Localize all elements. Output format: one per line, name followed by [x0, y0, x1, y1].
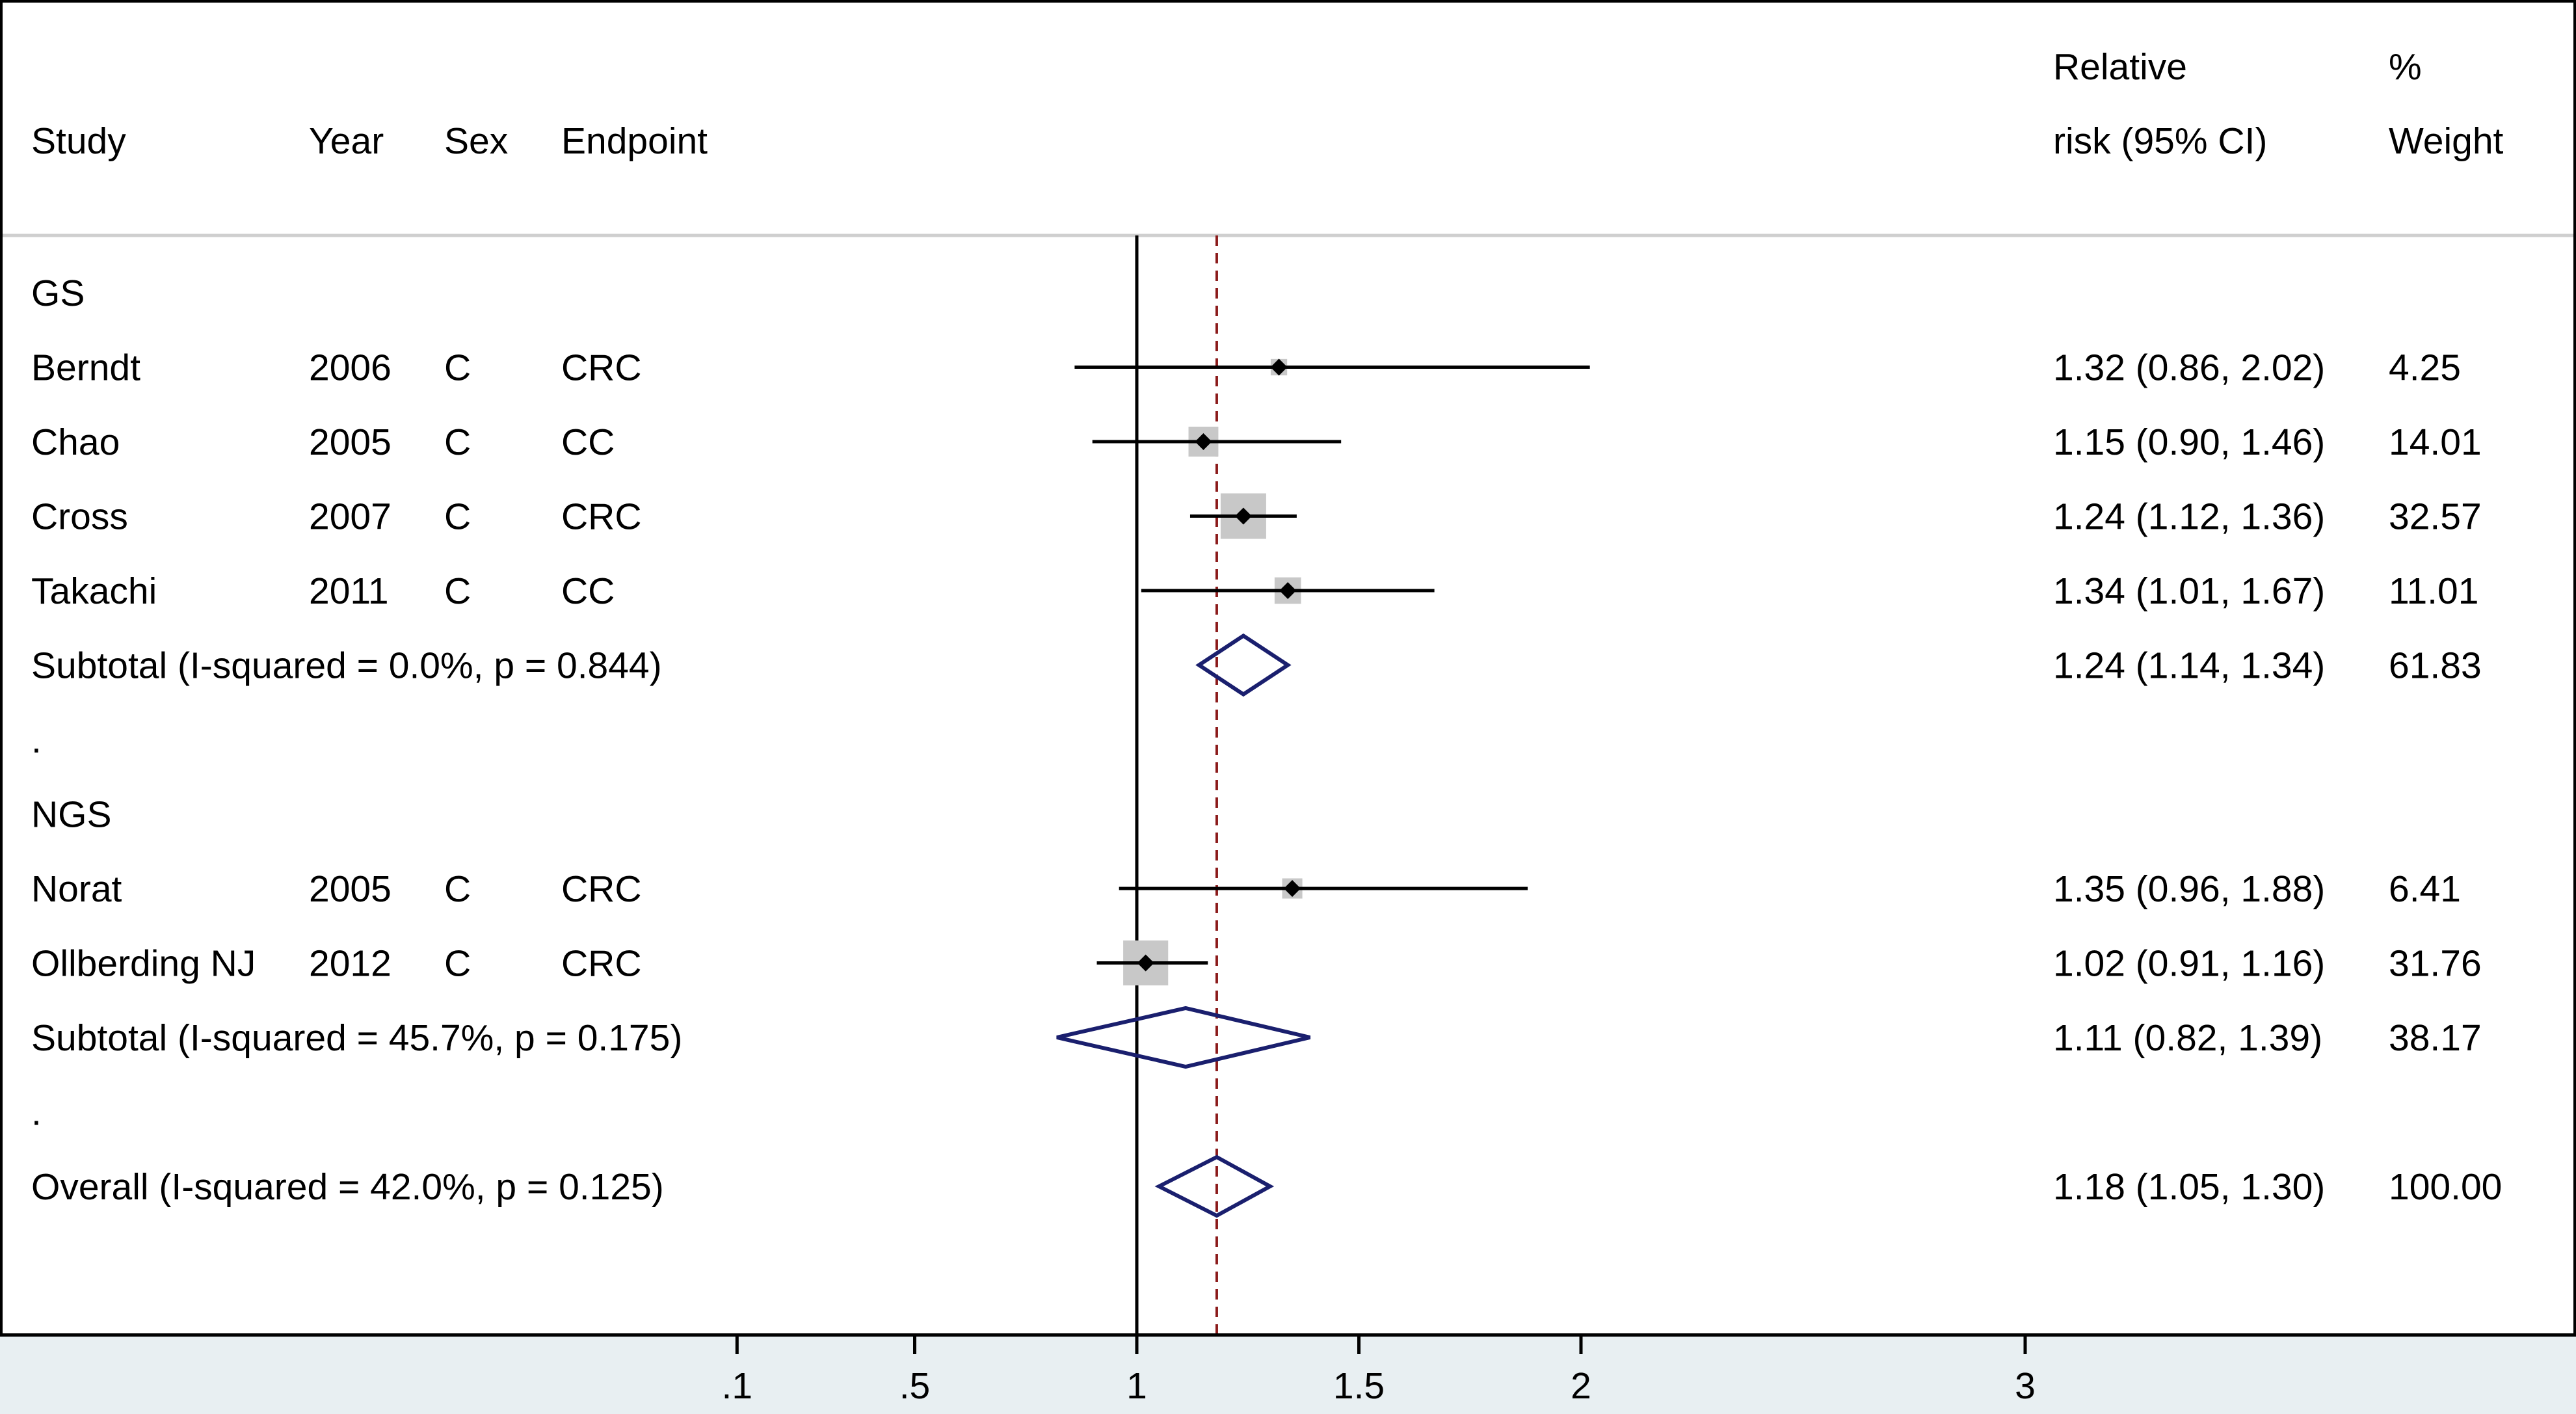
point-estimate-marker [1137, 954, 1154, 972]
row-group: NGS [31, 794, 112, 836]
weight-text: 14.01 [2389, 421, 2482, 463]
group-label: GS [31, 273, 85, 314]
study-sex: C [444, 496, 471, 538]
header-relative-risk-line2: risk (95% CI) [2053, 120, 2267, 162]
weight-text: 4.25 [2389, 347, 2461, 389]
ci-text: 1.32 (0.86, 2.02) [2053, 347, 2325, 389]
x-tick-label: .1 [722, 1365, 753, 1407]
row-study: Chao 2005 C CC 1.15 (0.90, 1.46) 14.01 [31, 421, 2482, 463]
ci-text: 1.35 (0.96, 1.88) [2053, 868, 2325, 910]
study-name: Chao [31, 421, 120, 463]
study-sex: C [444, 570, 471, 612]
weight-text: 31.76 [2389, 943, 2482, 985]
subtotal-label: Subtotal (I-squared = 0.0%, p = 0.844) [31, 645, 662, 687]
study-name: Norat [31, 868, 122, 910]
study-year: 2007 [309, 496, 392, 538]
study-endpoint: CC [561, 570, 615, 612]
spacer-dot: . [31, 719, 42, 761]
study-endpoint: CRC [561, 347, 642, 389]
point-estimate-marker [1284, 880, 1301, 897]
row-overall: Overall (I-squared = 42.0%, p = 0.125) 1.… [31, 1154, 2502, 1218]
x-axis-ticks: .1 .5 1 1.5 2 3 [722, 1335, 2036, 1407]
ci-text: 1.02 (0.91, 1.16) [2053, 943, 2325, 985]
row-group: GS [31, 273, 85, 314]
study-year: 2012 [309, 943, 392, 985]
ci-text: 1.11 (0.82, 1.39) [2053, 1017, 2322, 1059]
subtotal-label: Subtotal (I-squared = 45.7%, p = 0.175) [31, 1017, 682, 1059]
x-tick-label: 3 [2015, 1365, 2036, 1407]
header-year: Year [309, 120, 384, 162]
row-study: Takachi 2011 C CC 1.34 (1.01, 1.67) 11.01 [31, 570, 2478, 612]
header-study: Study [31, 120, 126, 162]
x-tick-label: 2 [1571, 1365, 1591, 1407]
point-estimate-marker [1270, 358, 1288, 376]
row-study: Cross 2007 C CRC 1.24 (1.12, 1.36) 32.57 [31, 493, 2482, 539]
point-estimate-marker [1195, 433, 1212, 450]
row-study: Berndt 2006 C CRC 1.32 (0.86, 2.02) 4.25 [31, 347, 2461, 389]
overall-diamond [1154, 1154, 1275, 1218]
study-name: Berndt [31, 347, 140, 389]
x-tick-label: 1 [1126, 1365, 1147, 1407]
header-sex: Sex [444, 120, 508, 162]
ci-text: 1.15 (0.90, 1.46) [2053, 421, 2325, 463]
subtotal-diamond [1056, 1006, 1311, 1069]
x-tick-label: .5 [899, 1365, 931, 1407]
row-study: Ollberding NJ 2012 C CRC 1.02 (0.91, 1.16) 31… [31, 940, 2482, 986]
header-endpoint: Endpoint [561, 120, 708, 162]
row-spacer: . [31, 1092, 42, 1134]
row-subtotal: Subtotal (I-squared = 0.0%, p = 0.844) 1.… [31, 633, 2482, 697]
ci-text: 1.18 (1.05, 1.30) [2053, 1166, 2325, 1208]
weight-text: 61.83 [2389, 645, 2482, 687]
weight-text: 6.41 [2389, 868, 2461, 910]
study-year: 2005 [309, 421, 392, 463]
study-year: 2006 [309, 347, 392, 389]
row-subtotal: Subtotal (I-squared = 45.7%, p = 0.175) 1… [31, 1006, 2482, 1069]
spacer-dot: . [31, 1092, 42, 1134]
study-sex: C [444, 868, 471, 910]
study-sex: C [444, 347, 471, 389]
study-endpoint: CRC [561, 868, 642, 910]
study-endpoint: CRC [561, 943, 642, 985]
study-endpoint: CRC [561, 496, 642, 538]
weight-text: 11.01 [2389, 570, 2478, 612]
weight-text: 38.17 [2389, 1017, 2482, 1059]
study-name: Cross [31, 496, 128, 538]
header-relative-risk-line1: Relative [2053, 46, 2187, 88]
x-tick-label: 1.5 [1333, 1365, 1385, 1407]
point-estimate-marker [1234, 507, 1252, 525]
study-rows: GS Berndt 2006 C CRC 1.32 (0.86, 2.02) 4.25 Cha… [31, 273, 2502, 1218]
subtotal-diamond [1195, 633, 1292, 697]
overall-label: Overall (I-squared = 42.0%, p = 0.125) [31, 1166, 664, 1208]
study-sex: C [444, 943, 471, 985]
row-spacer: . [31, 719, 42, 761]
ci-text: 1.24 (1.12, 1.36) [2053, 496, 2325, 538]
study-year: 2005 [309, 868, 392, 910]
weight-text: 32.57 [2389, 496, 2482, 538]
row-study: Norat 2005 C CRC 1.35 (0.96, 1.88) 6.41 [31, 868, 2461, 910]
study-name: Takachi [31, 570, 157, 612]
study-name: Ollberding NJ [31, 943, 256, 985]
study-year: 2011 [309, 570, 389, 612]
study-sex: C [444, 421, 471, 463]
header-weight-line1: % [2389, 46, 2422, 88]
ci-text: 1.24 (1.14, 1.34) [2053, 645, 2325, 687]
x-axis-band [0, 1333, 2576, 1414]
weight-text: 100.00 [2389, 1166, 2502, 1208]
ci-text: 1.34 (1.01, 1.67) [2053, 570, 2325, 612]
study-endpoint: CC [561, 421, 615, 463]
reference-lines [1135, 235, 1218, 1333]
column-headers: Study Year Sex Endpoint Relative risk (9… [31, 46, 2504, 162]
point-estimate-marker [1279, 582, 1297, 599]
group-label: NGS [31, 794, 112, 836]
header-weight-line2: Weight [2389, 120, 2504, 162]
